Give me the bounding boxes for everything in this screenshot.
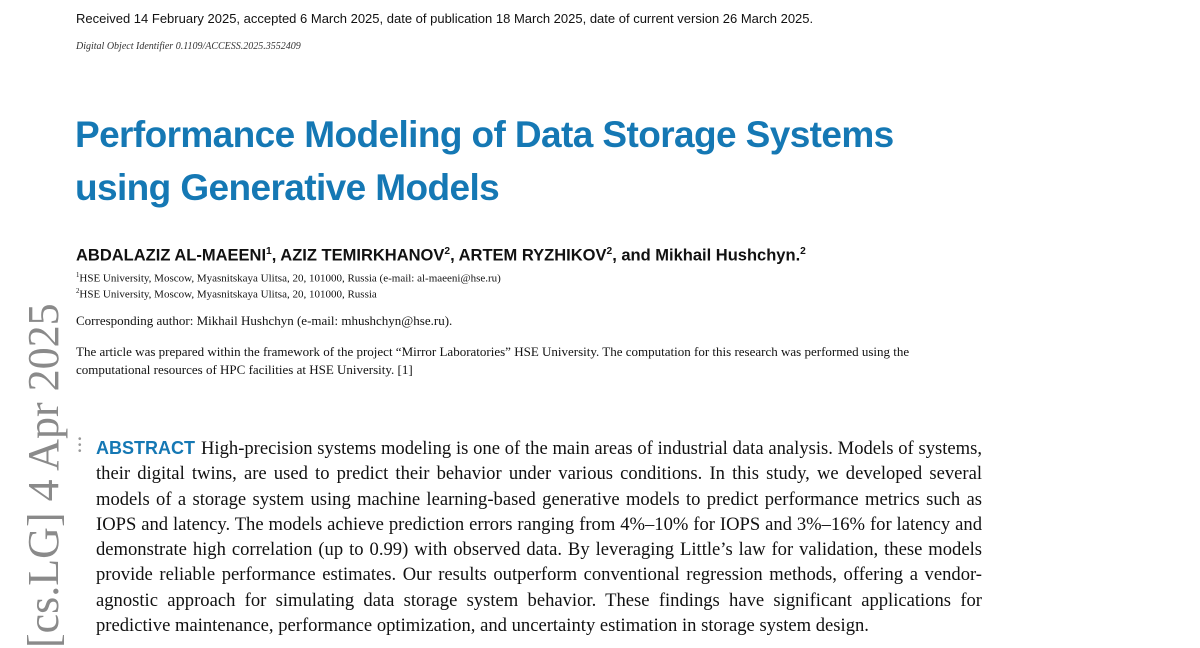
abstract-label: ABSTRACT <box>96 438 195 458</box>
affiliation-mark: 2 <box>444 246 451 257</box>
arxiv-stamp: [cs.LG] 4 Apr 2025 <box>19 303 68 648</box>
margin-dots: • • • <box>78 434 82 457</box>
abstract: ABSTRACT High-precision systems modeling … <box>96 436 982 638</box>
author: ABDALAZIZ AL-MAEENI <box>76 246 267 265</box>
abstract-text: High-precision systems modeling is one o… <box>96 438 982 637</box>
funding-note: The article was prepared within the fram… <box>76 344 910 377</box>
affiliation-mark: 2 <box>606 246 613 257</box>
author: , and Mikhail Hushchyn. <box>612 246 801 265</box>
affiliation-mark: 2 <box>800 246 806 257</box>
affiliation-text: HSE University, Moscow, Myasnitskaya Uli… <box>79 272 501 285</box>
paper-title: Performance Modeling of Data Storage Sys… <box>75 108 894 214</box>
affiliation: 1HSE University, Moscow, Myasnitskaya Ul… <box>76 272 501 285</box>
affiliation-mark: 1 <box>76 272 80 279</box>
title-line: using Generative Models <box>75 167 500 208</box>
title-line: Performance Modeling of Data Storage Sys… <box>75 114 894 155</box>
received-dates: Received 14 February 2025, accepted 6 Ma… <box>76 11 814 26</box>
affiliation-mark: 1 <box>266 246 272 257</box>
corresponding-author: Corresponding author: Mikhail Hushchyn (… <box>76 313 453 328</box>
affiliation: 2HSE University, Moscow, Myasnitskaya Ul… <box>76 288 377 301</box>
affiliation-text: HSE University, Moscow, Myasnitskaya Uli… <box>79 288 377 301</box>
doi: Digital Object Identifier 0.1109/ACCESS.… <box>76 41 301 52</box>
author: , ARTEM RYZHIKOV <box>450 246 607 265</box>
author: , AZIZ TEMIRKHANOV <box>271 246 445 265</box>
author-list: ABDALAZIZ AL-MAEENI1, AZIZ TEMIRKHANOV2,… <box>76 246 806 266</box>
affiliation-mark: 2 <box>76 288 80 295</box>
